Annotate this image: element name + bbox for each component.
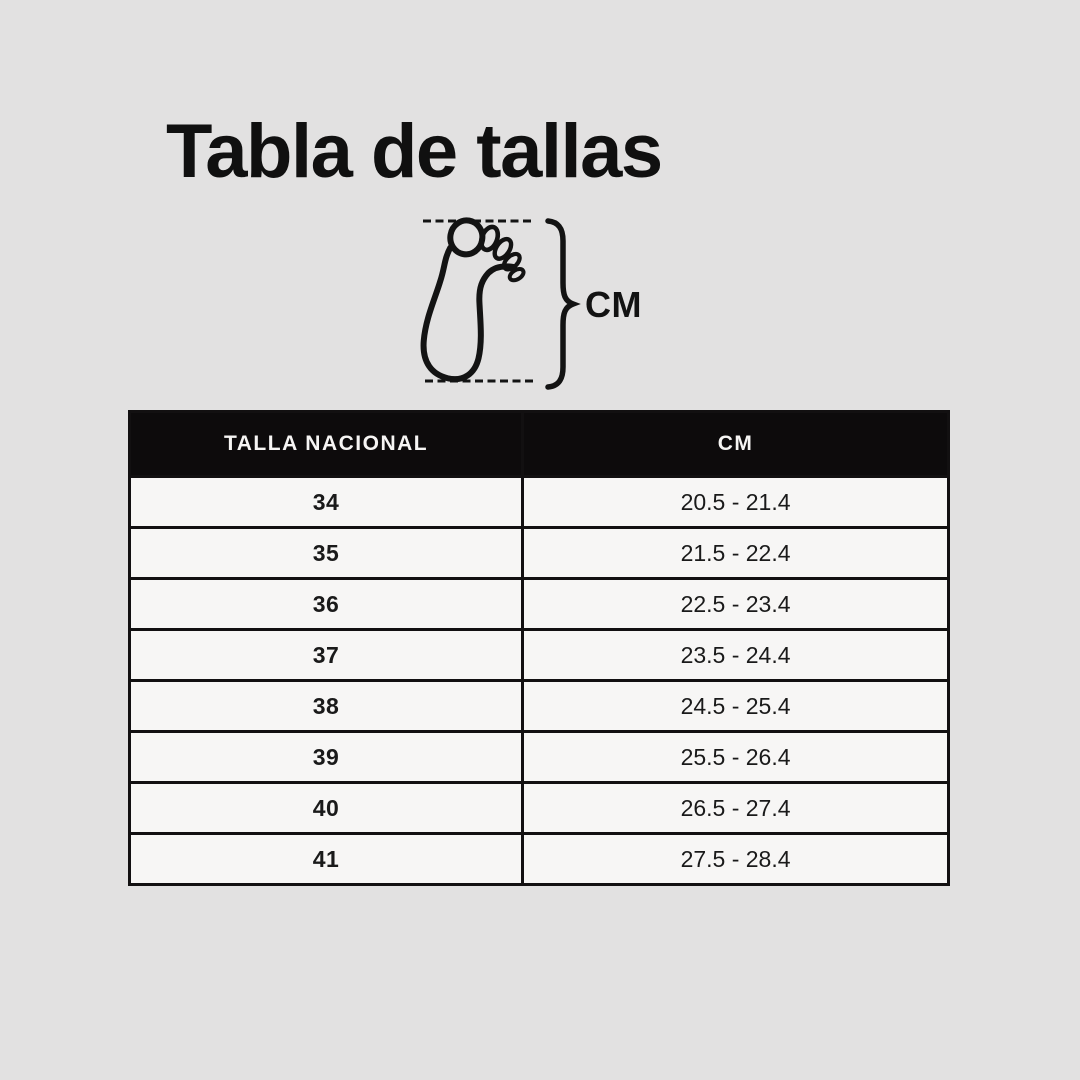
talla-cell: 41 bbox=[127, 832, 525, 886]
table-row: 41 27.5 - 28.4 bbox=[127, 832, 950, 886]
cm-cell: 27.5 - 28.4 bbox=[521, 832, 950, 886]
table-row: 36 22.5 - 23.4 bbox=[127, 577, 950, 631]
talla-cell: 40 bbox=[127, 781, 525, 835]
cm-cell: 25.5 - 26.4 bbox=[521, 730, 950, 784]
cm-cell: 24.5 - 25.4 bbox=[521, 679, 950, 733]
measure-brace-icon bbox=[545, 218, 581, 390]
foot-icon bbox=[420, 217, 526, 383]
talla-cell: 38 bbox=[127, 679, 525, 733]
unit-label: CM bbox=[585, 284, 642, 325]
column-header-cm: CM bbox=[521, 410, 950, 478]
talla-cell: 34 bbox=[127, 475, 525, 529]
page-title: Tabla de tallas bbox=[166, 109, 663, 194]
cm-cell: 20.5 - 21.4 bbox=[521, 475, 950, 529]
table-row: 39 25.5 - 26.4 bbox=[127, 730, 950, 784]
table-row: 37 23.5 - 24.4 bbox=[127, 628, 950, 682]
table-row: 38 24.5 - 25.4 bbox=[127, 679, 950, 733]
table-row: 34 20.5 - 21.4 bbox=[127, 475, 950, 529]
size-table: TALLA NACIONAL CM 34 20.5 - 21.4 35 21.5… bbox=[127, 410, 950, 886]
talla-cell: 35 bbox=[127, 526, 525, 580]
column-header-talla-nacional: TALLA NACIONAL bbox=[127, 410, 525, 478]
foot-measure-illustration bbox=[420, 217, 581, 390]
table-row: 40 26.5 - 27.4 bbox=[127, 781, 950, 835]
cm-cell: 26.5 - 27.4 bbox=[521, 781, 950, 835]
table-row: 35 21.5 - 22.4 bbox=[127, 526, 950, 580]
cm-cell: 22.5 - 23.4 bbox=[521, 577, 950, 631]
header-row: TALLA NACIONAL CM bbox=[127, 410, 950, 478]
talla-cell: 36 bbox=[127, 577, 525, 631]
talla-cell: 39 bbox=[127, 730, 525, 784]
foot-measure-figure: CM bbox=[415, 208, 675, 398]
cm-cell: 21.5 - 22.4 bbox=[521, 526, 950, 580]
cm-cell: 23.5 - 24.4 bbox=[521, 628, 950, 682]
talla-cell: 37 bbox=[127, 628, 525, 682]
